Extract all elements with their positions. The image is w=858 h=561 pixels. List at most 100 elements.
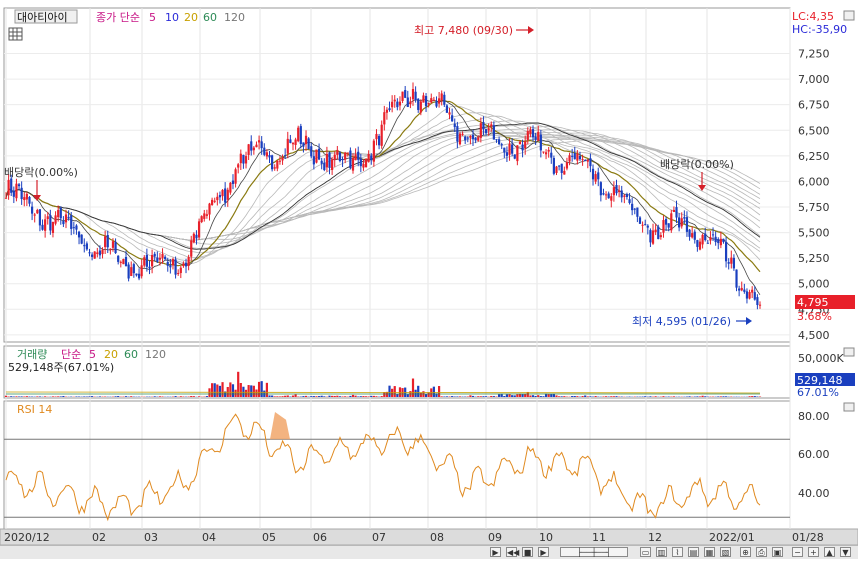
scroll-up-button[interactable]: ▲: [824, 547, 835, 557]
settings-button[interactable]: ▧: [720, 547, 731, 557]
volume-bar: [751, 396, 753, 397]
grid-toggle-icon[interactable]: [9, 28, 22, 40]
bar-type-button[interactable]: ▤: [688, 547, 699, 557]
volume-bar: [276, 396, 278, 397]
line-type-button[interactable]: ⌇: [672, 547, 683, 557]
volume-bar: [268, 395, 270, 397]
candle-body: [417, 99, 419, 110]
candle-body: [503, 148, 505, 153]
candle-body: [75, 226, 77, 230]
candle-body: [289, 139, 291, 142]
candle-body: [258, 140, 260, 142]
volume-bar: [508, 394, 510, 397]
volume-bar: [75, 396, 77, 397]
candle-body: [242, 155, 244, 164]
volume-bar: [190, 396, 192, 397]
candle-body: [715, 237, 717, 242]
candle-body: [759, 305, 761, 306]
crosshair-button[interactable]: ⊕: [740, 547, 751, 557]
zoom-out-button[interactable]: ▭: [640, 547, 651, 557]
volume-bar: [232, 384, 234, 397]
candle-body: [41, 225, 43, 230]
volume-ma-5: 5: [89, 348, 96, 361]
candle-body: [261, 141, 263, 148]
candle-body: [146, 255, 148, 267]
print-button[interactable]: ⎙: [756, 547, 767, 557]
scroll-down-button[interactable]: ▼: [840, 547, 851, 557]
candle-body: [540, 135, 542, 151]
volume-bar: [720, 396, 722, 397]
candle-body: [709, 237, 711, 240]
panel-close-icon[interactable]: [844, 11, 854, 20]
candle-body: [662, 220, 664, 233]
volume-bar: [281, 396, 283, 397]
volume-bar: [373, 396, 375, 397]
candle-body: [738, 289, 740, 291]
candle-body: [266, 152, 268, 156]
candle-body: [128, 265, 130, 279]
scroll-left-button[interactable]: ▶: [490, 547, 501, 557]
candle-body: [584, 160, 586, 161]
ma-legend-label: 종가 단순: [96, 11, 140, 24]
volume-bar: [368, 396, 370, 397]
candle-body: [597, 172, 599, 179]
price-panel[interactable]: [4, 8, 790, 342]
candle-body: [558, 166, 560, 167]
candle-body: [508, 144, 510, 155]
volume-bar: [649, 396, 651, 397]
candle-body: [339, 152, 341, 161]
candle-type-button[interactable]: ▥: [656, 547, 667, 557]
candle-body: [86, 243, 88, 249]
zoom-slider[interactable]: ├──┼──┤: [560, 547, 628, 557]
volume-y-tick: 50,000K: [798, 352, 844, 365]
rewind-button[interactable]: ◀◀: [506, 547, 517, 557]
stop-button[interactable]: ■: [522, 547, 533, 557]
save-button[interactable]: ▣: [772, 547, 783, 557]
rsi-panel-close-icon[interactable]: [844, 403, 854, 411]
candle-body: [237, 164, 239, 167]
candle-body: [519, 142, 521, 145]
dividend-label-left: 배당락(0.00%): [4, 166, 78, 179]
candle-body: [302, 142, 304, 146]
candle-body: [240, 154, 242, 163]
volume-bar: [537, 395, 539, 397]
collapse-button[interactable]: −: [792, 547, 803, 557]
candle-body: [28, 197, 30, 204]
volume-bar: [688, 396, 690, 397]
volume-bar: [99, 396, 101, 397]
volume-bar: [503, 396, 505, 397]
volume-title: 거래량: [17, 348, 47, 361]
candle-body: [595, 174, 597, 182]
volume-bar: [754, 396, 756, 397]
volume-bar: [130, 396, 132, 397]
volume-panel-close-icon[interactable]: [844, 348, 854, 356]
candle-body: [746, 291, 748, 298]
candle-body: [485, 129, 487, 133]
volume-bar: [214, 383, 216, 397]
candle-body: [691, 233, 693, 237]
candle-body: [208, 204, 210, 215]
volume-bar: [605, 396, 607, 397]
candle-body: [535, 136, 537, 139]
candle-body: [754, 292, 756, 299]
candle-body: [60, 208, 62, 218]
expand-button[interactable]: +: [808, 547, 819, 557]
volume-panel[interactable]: [4, 346, 790, 398]
lc-readout: LC:4,35: [792, 10, 834, 23]
rsi-panel[interactable]: [4, 401, 790, 529]
volume-bar: [602, 396, 604, 397]
volume-bar: [696, 396, 698, 397]
volume-bar: [349, 396, 351, 397]
candle-body: [190, 240, 192, 256]
forward-button[interactable]: ▶: [538, 547, 549, 557]
volume-bar: [334, 396, 336, 397]
volume-bar: [60, 396, 62, 397]
chart-type-button[interactable]: ▦: [704, 547, 715, 557]
candle-body: [741, 288, 743, 290]
volume-bar: [206, 396, 208, 397]
candle-body: [587, 160, 589, 162]
volume-bar: [250, 385, 252, 397]
candle-body: [451, 115, 453, 121]
candle-body: [96, 252, 98, 254]
